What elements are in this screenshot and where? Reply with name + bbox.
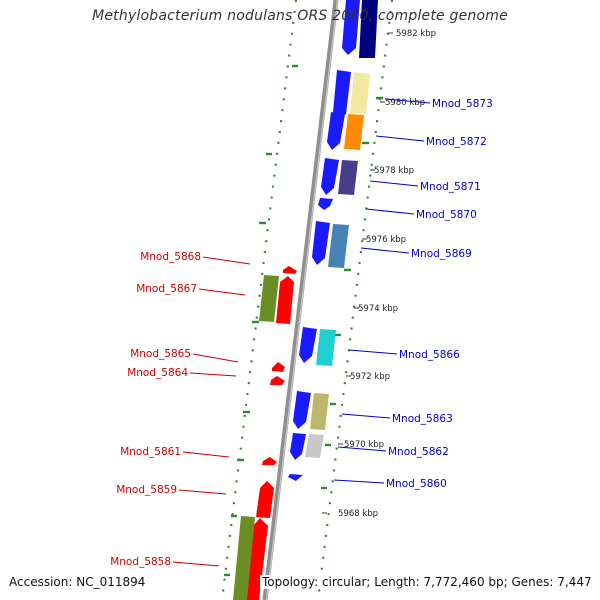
forward-gene[interactable] [293,391,311,429]
kbp-tick-label: 5980 kbp [385,98,425,108]
gene-label: Mnod_5860 [386,478,447,490]
gene-label: Mnod_5863 [392,413,453,425]
gene-label: Mnod_5861 [120,446,181,458]
gene-label: Mnod_5869 [411,248,472,260]
gene-label: Mnod_5867 [136,283,197,295]
forward-gene[interactable] [333,70,351,120]
kbp-tick-label: 5978 kbp [374,166,414,176]
reverse-genes [233,266,297,600]
kbp-tick-label: 5970 kbp [344,440,384,450]
forward-gene-labels: Mnod_5873 Mnod_5872 Mnod_5871 Mnod_5870 Mnod… [386,98,493,490]
reverse-gene[interactable] [276,276,294,324]
topology-label: Topology: circular; Length: 7,772,460 bp… [260,575,594,589]
kbp-tick-labels: 5968 kbp 5970 kbp 5972 kbp 5974 kbp 5976 kbp… [338,29,436,519]
gene-label: Mnod_5873 [432,98,493,110]
gene-label: Mnod_5862 [388,446,449,458]
forward-gene[interactable] [327,112,345,150]
reverse-gene[interactable] [272,362,285,372]
gene-label: Mnod_5872 [426,136,487,148]
forward-gene[interactable] [299,327,317,363]
forward-gene[interactable] [318,198,333,210]
kbp-tick-label: 5968 kbp [338,509,378,519]
gene-label: Mnod_5865 [130,348,191,360]
gene-label: Mnod_5871 [420,181,481,193]
forward-gene[interactable] [312,221,330,265]
kbp-tick-label: 5972 kbp [350,372,390,382]
gene-label: Mnod_5858 [110,556,171,568]
forward-gene[interactable] [290,433,306,460]
reverse-gene[interactable] [245,518,268,600]
genome-backbone [262,0,339,600]
reverse-gene-labels: Mnod_5868 Mnod_5867 Mnod_5865 Mnod_5864 Mnod… [110,251,201,568]
kbp-ticks [322,32,393,514]
forward-gene[interactable] [288,474,303,481]
forward-gene[interactable] [321,158,339,195]
gene-label: Mnod_5870 [416,209,477,221]
gene-label: Mnod_5868 [140,251,201,263]
reverse-gene[interactable] [283,266,297,274]
forward-leaders [333,98,431,484]
kbp-tick-label: 5974 kbp [358,304,398,314]
forward-gene[interactable] [342,0,360,55]
reverse-leaders [172,256,251,567]
gene-label: Mnod_5864 [127,367,188,379]
gene-label: Mnod_5866 [399,349,460,361]
reverse-gene[interactable] [262,457,277,465]
kbp-tick-label: 5976 kbp [366,235,406,245]
reverse-gene[interactable] [256,481,274,518]
kbp-tick-label: 5982 kbp [396,29,436,39]
forward-genes [288,0,378,481]
gene-label: Mnod_5859 [116,484,177,496]
gc-track [220,0,394,600]
gc-ticks [224,64,383,577]
accession-label: Accession: NC_011894 [9,575,146,589]
map-title: Methylobacterium nodulans ORS 2060, comp… [92,8,508,24]
reverse-gene[interactable] [270,376,285,385]
